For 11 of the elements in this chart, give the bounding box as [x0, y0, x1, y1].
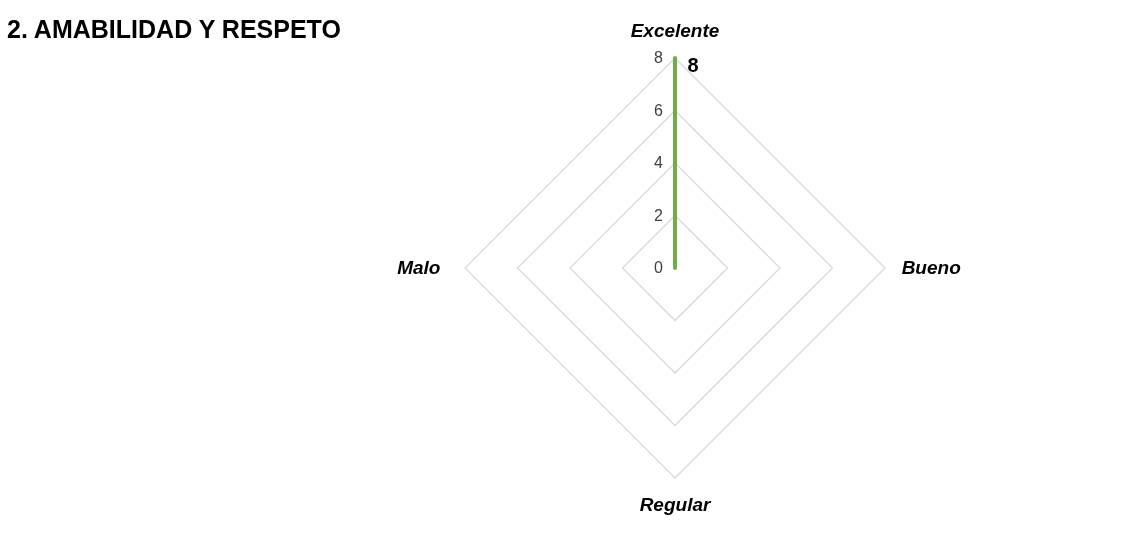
spoke-label: Malo [397, 257, 441, 278]
y-tick-label: 6 [654, 101, 664, 119]
y-tick-label: 2 [654, 206, 664, 224]
y-tick-label: 0 [654, 259, 664, 276]
spoke-label: Regular [639, 494, 712, 516]
data-label: 8 [687, 54, 699, 76]
text: 2. AMABILIDAD Y RESPETO [7, 15, 341, 43]
spoke-label: Excelente [630, 19, 720, 41]
spoke-label: Bueno [901, 257, 961, 278]
y-tick-label: 4 [654, 154, 664, 171]
y-tick-label: 8 [654, 49, 664, 66]
